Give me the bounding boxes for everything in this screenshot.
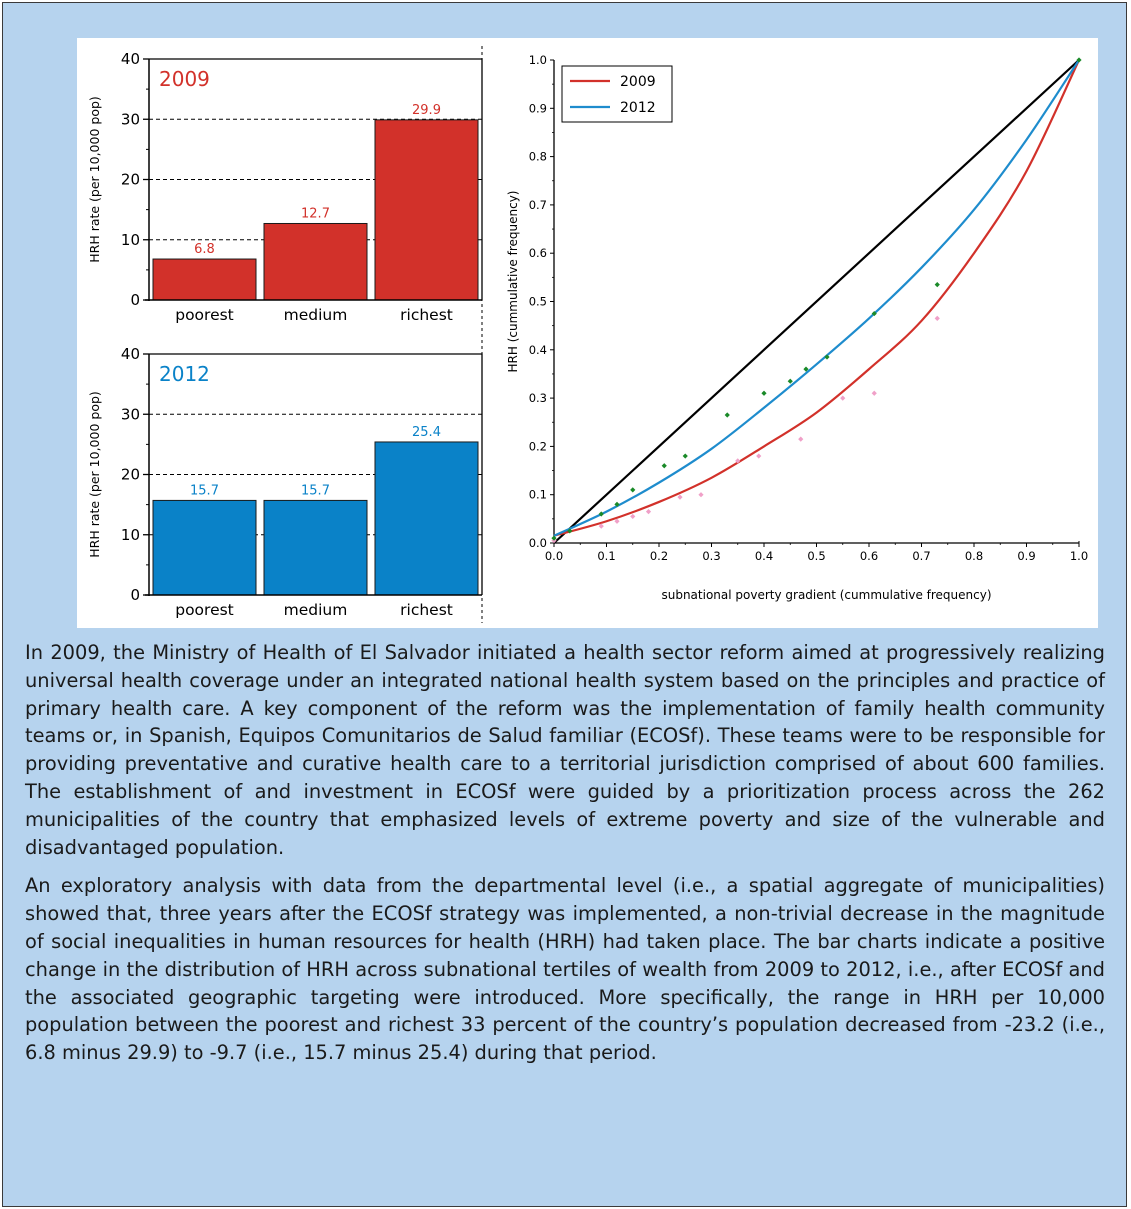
x-tick-label: 0.5 [807,549,825,563]
x-tick-label: 0.1 [597,549,615,563]
category-label: medium [284,306,348,324]
data-point-2012 [630,487,636,493]
bar-poorest [152,499,257,596]
y-axis-label: HRH rate (per 10,000 pop) [87,391,102,558]
figure-panel: 6.8 poorest 12.7 medium 29.9 richest 0 10 20 30 40… [77,38,1098,628]
legend: 2009 2012 [561,65,673,123]
data-point-2012 [598,511,604,517]
bar-value-label: 6.8 [194,242,215,257]
data-point-2009 [645,509,652,515]
caption-text: In 2009, the Ministry of Health of El Sa… [25,639,1105,1078]
x-tick-label: 0.2 [650,549,668,563]
bar-value-label: 12.7 [301,206,330,221]
data-point-2009 [677,494,683,500]
category-label: poorest [175,601,234,619]
bar-richest [374,441,479,596]
bar-medium [263,499,368,596]
equality-line [553,59,1080,544]
data-point-2012 [787,378,793,384]
y-tick-label: 0.7 [529,198,547,212]
category-label: medium [284,601,348,619]
y-tick-label: 10 [121,231,140,249]
bar-medium [263,222,368,301]
y-tick-label: 1.0 [529,53,547,67]
y-tick-label: 0.5 [529,295,547,309]
bar-value-label: 29.9 [412,103,441,118]
x-tick-label: 0.3 [702,549,720,563]
data-point-2012 [614,501,620,507]
figure-charts: 6.8 poorest 12.7 medium 29.9 richest 0 10 20 30 40… [87,46,1088,623]
data-point-2012 [682,453,688,459]
data-point-2009 [735,458,741,464]
y-tick-label: 0.0 [529,536,547,550]
y-tick-label: 0.2 [529,439,547,453]
y-tick-label: 0 [130,586,140,604]
series-curve-2009 [553,59,1080,537]
x-tick-label: 0.6 [860,549,878,563]
concentration-chart: 0.0 0.1 0.2 0.3 0.4 0.5 0.6 0.7 0.8 0.9 1.0 0.0 0.1 0… [506,53,1088,602]
y-tick-label: 0.1 [529,488,547,502]
y-tick-label: 0.4 [529,343,547,357]
y-tick-label: 40 [121,345,140,363]
y-tick-label: 40 [121,50,140,68]
data-point-2009 [630,513,636,520]
data-point-2009 [698,492,704,498]
chart-title: 2012 [159,362,210,386]
caption-paragraph-1: In 2009, the Ministry of Health of El Sa… [25,641,1105,859]
y-tick-label: 0.3 [529,391,547,405]
legend-box [561,65,673,123]
data-point-2012 [761,390,767,396]
x-tick-label: 0.4 [755,549,773,563]
category-label: richest [400,601,453,619]
x-tick-label: 1.0 [1070,549,1088,563]
x-tick-label: 0.0 [545,549,563,563]
category-label: richest [400,306,453,324]
data-point-2009 [614,518,620,524]
y-tick-label: 0.8 [529,150,547,164]
data-point-2012 [724,412,730,418]
y-tick-label: 20 [121,466,140,484]
x-tick-label: 0.9 [1017,549,1035,563]
x-tick-label: 0.8 [965,549,983,563]
bar-value-label: 15.7 [190,483,219,498]
y-tick-label: 0.6 [529,246,547,260]
y-tick-label: 10 [121,526,140,544]
legend-label-2009: 2009 [620,74,656,90]
data-point-2012 [824,354,830,360]
y-axis-label: HRH rate (per 10,000 pop) [87,96,102,263]
category-label: poorest [175,306,234,324]
data-point-2012 [551,535,557,541]
data-point-2012 [567,528,573,534]
legend-label-2012: 2012 [620,100,656,116]
y-tick-label: 30 [121,110,140,128]
bar-poorest [152,258,257,301]
data-point-2009 [598,523,604,529]
bar-richest [374,119,479,301]
x-tick-label: 0.7 [912,549,930,563]
data-point-2009 [840,395,846,401]
y-tick-label: 20 [121,171,140,189]
data-point-2009 [934,315,940,322]
bar-chart-2009: 6.8 poorest 12.7 medium 29.9 richest 0 10 20 30 40… [87,50,483,324]
data-point-2012 [934,281,940,288]
bar-chart-2012: 15.7 poorest 15.7 medium 25.4 richest 0 10 20 30 4… [87,345,483,619]
bar-value-label: 15.7 [301,483,330,498]
bar-value-label: 25.4 [412,425,441,440]
y-tick-label: 0 [130,291,140,309]
data-point-2012 [661,463,667,469]
x-axis-label: subnational poverty gradient (cummulativ… [661,588,991,602]
data-point-2012 [803,366,809,372]
data-point-2012 [871,310,877,317]
caption-paragraph-2: An exploratory analysis with data from t… [25,874,1105,1065]
data-point-2009 [871,390,877,396]
y-tick-label: 0.9 [529,101,547,115]
y-tick-label: 30 [121,405,140,423]
data-point-2009 [756,453,762,459]
chart-title: 2009 [159,67,210,91]
y-axis-label: HRH (cummulative frequency) [506,191,520,373]
data-point-2009 [798,436,804,442]
